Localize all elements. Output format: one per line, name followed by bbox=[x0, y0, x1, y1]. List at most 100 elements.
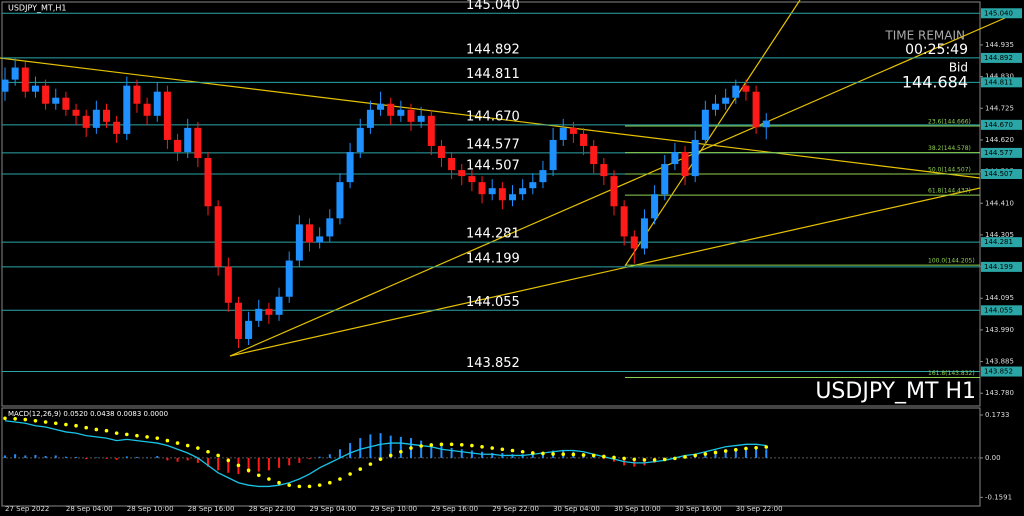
signal-dot bbox=[13, 416, 17, 421]
level-tag bbox=[981, 8, 1022, 19]
x-tick-label: 30 Sep 04:00 bbox=[553, 505, 600, 513]
candle-body bbox=[752, 91, 760, 128]
histogram-bar bbox=[267, 457, 270, 471]
x-tick-label: 29 Sep 22:00 bbox=[492, 505, 539, 513]
macd-label: MACD(12,26,9) 0.0520 0.0438 0.0083 0.000… bbox=[8, 410, 168, 418]
level-label: 144.577 bbox=[466, 137, 520, 152]
signal-dot bbox=[104, 428, 109, 433]
signal-line bbox=[4, 420, 767, 488]
fib-label: 38.2(144.578) bbox=[928, 145, 971, 152]
candle-body bbox=[580, 133, 588, 146]
level-label: 144.507 bbox=[466, 159, 520, 174]
candle-body bbox=[630, 236, 638, 249]
signal-dot bbox=[155, 436, 160, 440]
x-tick-label: 28 Sep 10:00 bbox=[127, 505, 174, 513]
histogram-bar bbox=[14, 454, 17, 458]
histogram-bar bbox=[460, 449, 463, 458]
candle-body bbox=[224, 266, 232, 303]
signal-dot bbox=[378, 457, 383, 461]
signal-dot bbox=[409, 446, 413, 450]
histogram-bar bbox=[146, 457, 149, 458]
signal-dot bbox=[145, 435, 149, 439]
signal-dot bbox=[642, 458, 647, 462]
x-tick-label: 28 Sep 04:00 bbox=[66, 505, 113, 513]
signal-dot bbox=[602, 454, 606, 459]
signal-dot bbox=[216, 453, 220, 458]
candle-body bbox=[366, 109, 374, 128]
x-tick-label: 28 Sep 16:00 bbox=[188, 505, 235, 513]
level-tag bbox=[981, 77, 1022, 88]
x-tick-label: 27 Sep 2022 bbox=[5, 505, 49, 513]
fib-label: 161.8(143.832) bbox=[928, 370, 975, 377]
signal-dot bbox=[744, 446, 748, 451]
signal-dot bbox=[459, 443, 464, 447]
signal-dot bbox=[246, 468, 251, 473]
candle-body bbox=[590, 145, 598, 165]
signal-dot bbox=[520, 449, 525, 454]
candle-body bbox=[113, 121, 121, 134]
candle-body bbox=[681, 151, 689, 177]
candle-body bbox=[539, 170, 547, 183]
signal-dot bbox=[703, 452, 708, 456]
histogram-bar bbox=[95, 457, 98, 458]
candle-body bbox=[82, 115, 90, 128]
candle-body bbox=[600, 164, 608, 177]
time-remain-label: TIME REMAIN bbox=[884, 29, 965, 43]
candle-body bbox=[234, 302, 242, 339]
signal-dot bbox=[196, 446, 200, 450]
candle-body bbox=[163, 91, 171, 140]
histogram-bar bbox=[44, 455, 47, 458]
candle-body bbox=[103, 109, 110, 122]
candle-body bbox=[346, 151, 354, 183]
signal-dot bbox=[135, 433, 139, 438]
y-tick-label: 0.1733 bbox=[985, 411, 1010, 419]
signal-dot bbox=[53, 421, 58, 426]
candle-body bbox=[640, 218, 648, 249]
x-tick-label: 29 Sep 16:00 bbox=[431, 505, 478, 513]
level-tag bbox=[981, 305, 1022, 316]
level-tag bbox=[981, 169, 1022, 180]
signal-dot bbox=[622, 456, 626, 461]
candle-body bbox=[123, 85, 131, 134]
candle-body bbox=[21, 67, 29, 92]
y-tick-label: 144.305 bbox=[985, 231, 1014, 239]
candle-body bbox=[701, 109, 709, 140]
time-remain: 00:25:49 bbox=[905, 42, 968, 58]
signal-dot bbox=[287, 483, 292, 487]
candle-body bbox=[204, 158, 212, 207]
histogram-bar bbox=[298, 457, 301, 463]
candle-body bbox=[722, 97, 730, 104]
y-tick-label: 144.620 bbox=[985, 136, 1014, 144]
candle-body bbox=[569, 127, 577, 134]
level-tag-label: 144.281 bbox=[984, 238, 1013, 246]
histogram-bar bbox=[196, 457, 199, 463]
signal-dot bbox=[683, 455, 687, 459]
main-frame bbox=[1, 1, 981, 407]
y-tick-label: 143.990 bbox=[985, 326, 1014, 334]
y-tick-label: 143.780 bbox=[985, 389, 1014, 397]
level-tag-label: 144.577 bbox=[984, 149, 1013, 157]
histogram-bar bbox=[247, 457, 250, 473]
signal-dot bbox=[449, 442, 454, 447]
signal-dot bbox=[256, 473, 261, 478]
signal-dot bbox=[713, 450, 718, 455]
signal-dot bbox=[114, 431, 119, 435]
candle-body bbox=[184, 127, 192, 152]
candle-body bbox=[468, 176, 476, 183]
candle-body bbox=[742, 85, 750, 92]
histogram-bar bbox=[744, 446, 747, 458]
histogram-bar bbox=[379, 433, 382, 458]
fib-label: 23.6(144.666) bbox=[928, 119, 971, 126]
candle-body bbox=[336, 182, 344, 219]
level-label: 144.811 bbox=[466, 67, 520, 82]
histogram-bar bbox=[54, 455, 57, 458]
candle-body bbox=[143, 103, 151, 116]
level-tag-label: 144.055 bbox=[984, 306, 1013, 314]
candle-body bbox=[437, 145, 445, 159]
level-label: 144.281 bbox=[466, 227, 520, 242]
level-tag bbox=[981, 366, 1022, 377]
candle-body bbox=[610, 176, 618, 207]
level-tag-label: 144.811 bbox=[984, 78, 1013, 86]
candle-body bbox=[194, 127, 202, 159]
